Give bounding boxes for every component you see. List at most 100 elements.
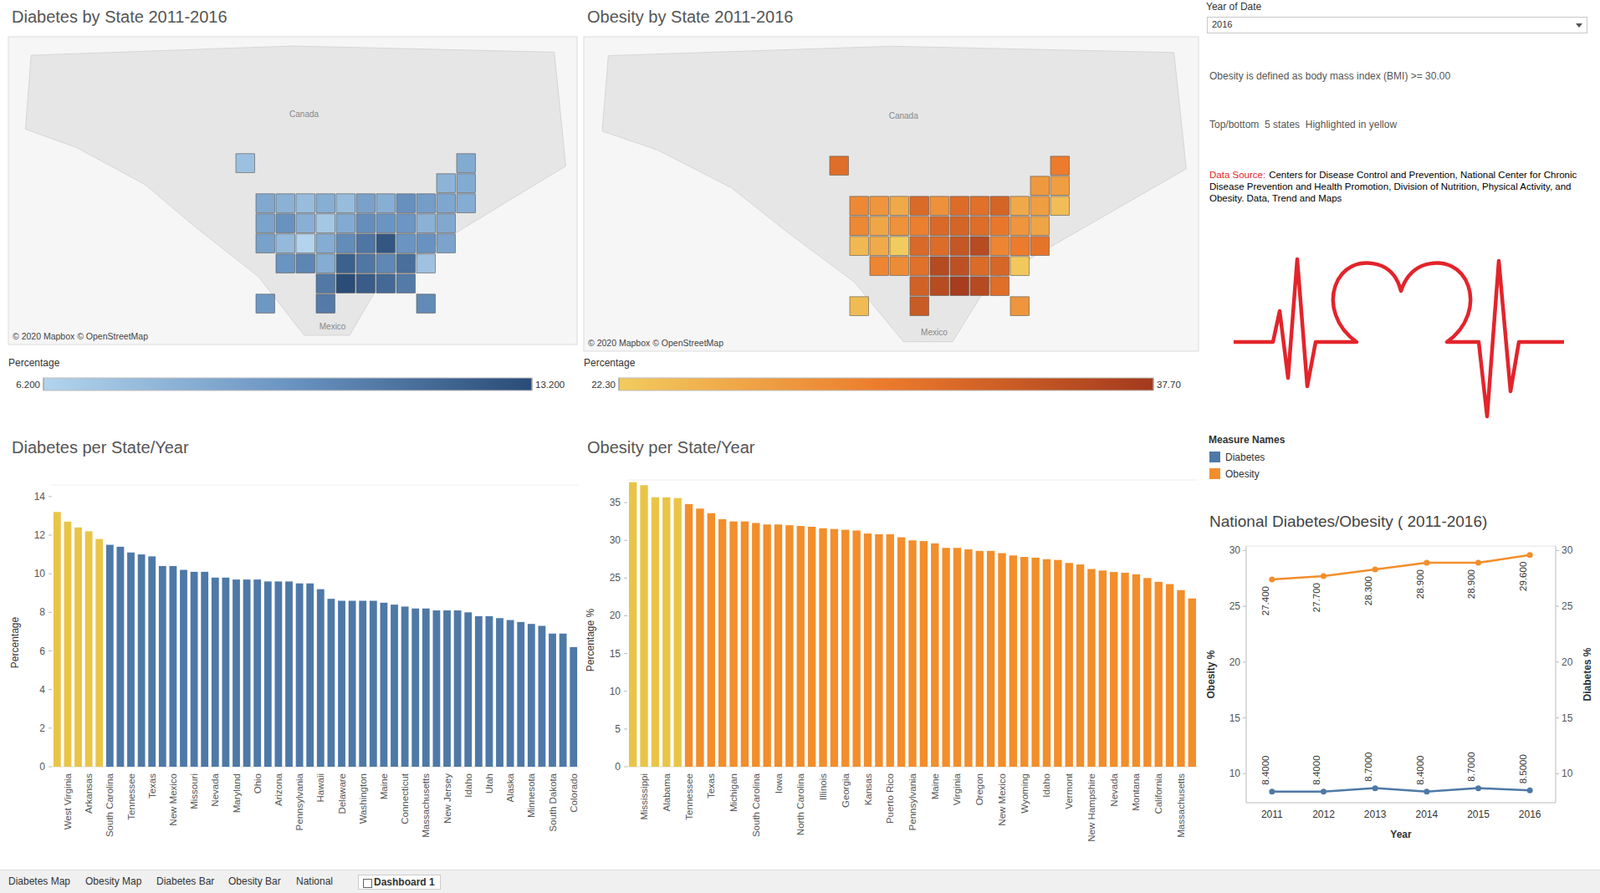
x-tick-label: Tennessee — [684, 773, 695, 821]
bar — [841, 530, 849, 767]
x-tick-label: Maine — [930, 773, 941, 800]
y-tick-label: 20 — [609, 609, 622, 622]
y2-tick-label: 10 — [1561, 767, 1574, 780]
y-tick-label: 15 — [609, 648, 622, 660]
tab[interactable]: Diabetes Bar — [151, 874, 220, 889]
x-tick-label: Idaho — [1041, 773, 1052, 798]
point — [1527, 552, 1534, 558]
state-cell — [909, 236, 930, 256]
bar — [569, 647, 578, 767]
bar — [53, 511, 62, 767]
state-cell — [1030, 216, 1050, 236]
state-cell — [316, 254, 336, 274]
bar — [475, 616, 483, 767]
data-label: 8.5000 — [1518, 754, 1529, 784]
legend-swatch — [1209, 468, 1221, 480]
bar — [316, 589, 325, 767]
tab-icon — [362, 879, 373, 889]
state-cell — [336, 214, 356, 234]
y-tick-label: 2 — [39, 722, 46, 735]
bar — [897, 537, 905, 767]
x-tick-label: West Virginia — [62, 772, 73, 830]
tab[interactable]: National — [291, 874, 338, 889]
state-cell — [1030, 236, 1050, 256]
bar — [559, 633, 568, 767]
state-cell — [909, 196, 930, 216]
y-tick-label: 4 — [39, 684, 46, 696]
state-cell — [889, 196, 910, 216]
map-label: Mexico — [920, 327, 948, 338]
state-cell — [396, 254, 416, 274]
x-tick-label: Delaware — [337, 773, 348, 815]
colorbar — [618, 378, 1154, 391]
state-cell — [356, 274, 376, 294]
y-tick — [48, 650, 52, 652]
y-tick — [1242, 550, 1247, 552]
bar — [797, 526, 805, 767]
data-label: 8.4000 — [1260, 755, 1271, 785]
state-cell — [849, 216, 870, 236]
state-cell — [1010, 256, 1030, 277]
state-cell — [930, 256, 950, 277]
y-tick-label: 25 — [1229, 600, 1242, 613]
y-tick — [623, 766, 628, 768]
x-tick-label: California — [1153, 772, 1164, 814]
bar — [74, 527, 82, 767]
state-cell — [456, 194, 476, 214]
y-tick-label: 30 — [609, 534, 622, 547]
state-cell — [255, 214, 276, 234]
chart-title: Obesity by State 2011-2016 — [587, 7, 793, 26]
colorbar-label: 13.200 — [535, 379, 565, 390]
y-tick — [48, 495, 52, 497]
bar — [718, 519, 726, 767]
x-tick-label: Alaska — [505, 772, 516, 803]
tab[interactable]: Diabetes Map — [3, 874, 76, 889]
x-tick-label: Arizona — [273, 772, 284, 807]
bar — [411, 608, 420, 767]
y-axis — [1246, 546, 1248, 803]
bar — [818, 528, 827, 767]
attribution: © 2020 Mapbox © OpenStreetMap — [587, 337, 724, 348]
attribution: © 2020 Mapbox © OpenStreetMap — [12, 331, 149, 342]
x-tick-label: South Carolina — [104, 772, 115, 838]
x-tick-label: Vermont — [1063, 772, 1074, 810]
bar — [774, 524, 783, 767]
tab[interactable]: Obesity Map — [80, 874, 147, 889]
x-tick-label: New Mexico — [168, 773, 179, 827]
map-label: Canada — [289, 109, 319, 119]
y2-tick-label: 20 — [1561, 656, 1574, 669]
bar — [1053, 560, 1062, 767]
bar — [138, 554, 146, 767]
y-tick — [1242, 606, 1247, 608]
data-label: 28.900 — [1467, 569, 1478, 599]
bar — [527, 623, 536, 767]
state-cell — [356, 214, 376, 234]
bar — [751, 522, 760, 767]
tab[interactable]: Obesity Bar — [223, 874, 287, 889]
frame-top — [1246, 546, 1556, 547]
state-cell — [849, 236, 870, 256]
bar — [379, 603, 388, 767]
tab[interactable]: Dashboard 1 — [357, 874, 441, 890]
chart-title: Obesity per State/Year — [587, 438, 756, 457]
x-tick-label: Iowa — [773, 772, 784, 794]
x-tick-label: Nevada — [1109, 772, 1120, 807]
state-cell — [1050, 176, 1070, 196]
dropdown-arrow[interactable] — [1575, 23, 1583, 28]
data-label: 8.7000 — [1467, 751, 1478, 782]
filter-dropdown[interactable]: 2016 — [1206, 16, 1588, 34]
colorbar-tick — [43, 378, 45, 391]
bar — [221, 577, 230, 767]
state-cell — [950, 276, 970, 297]
x-tick-label: Massachusetts — [1175, 773, 1186, 839]
state-cell — [296, 214, 316, 234]
state-cell — [436, 173, 456, 194]
y2-tick — [1555, 606, 1560, 608]
x-tick-label: Tennessee — [126, 773, 137, 821]
map-frame — [8, 36, 578, 345]
bar — [997, 553, 1006, 767]
y-tick-label: 25 — [609, 572, 622, 584]
x-tick-label: Georgia — [840, 772, 851, 808]
y-tick — [623, 690, 628, 692]
bars — [628, 482, 1197, 767]
